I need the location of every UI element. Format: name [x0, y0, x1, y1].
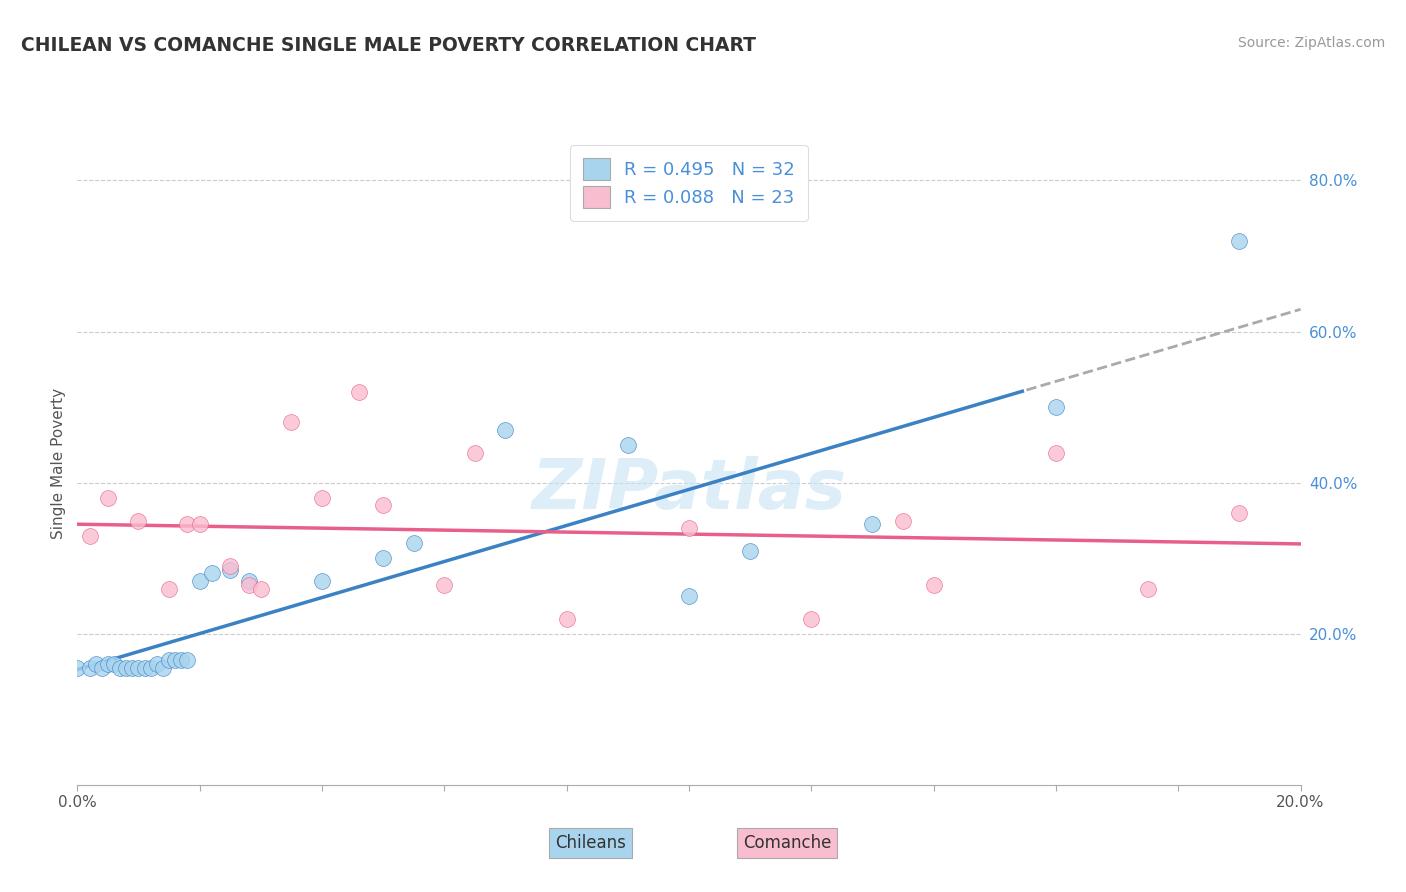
Text: ZIPatlas: ZIPatlas	[531, 456, 846, 523]
Point	[433, 578, 456, 592]
Point	[139, 661, 162, 675]
Point	[121, 661, 143, 675]
Text: Chileans: Chileans	[555, 834, 626, 852]
Point	[219, 558, 242, 573]
Text: Comanche: Comanche	[744, 834, 831, 852]
Point	[1229, 234, 1251, 248]
Point	[311, 491, 333, 505]
Point	[1045, 445, 1067, 459]
Point	[66, 661, 89, 675]
Point	[250, 582, 273, 596]
Point	[79, 661, 101, 675]
Point	[371, 499, 394, 513]
Point	[128, 661, 150, 675]
Point	[371, 551, 394, 566]
Text: CHILEAN VS COMANCHE SINGLE MALE POVERTY CORRELATION CHART: CHILEAN VS COMANCHE SINGLE MALE POVERTY …	[21, 36, 756, 54]
Point	[165, 653, 187, 667]
Point	[128, 514, 150, 528]
Point	[347, 385, 370, 400]
Point	[922, 578, 945, 592]
Point	[678, 589, 700, 603]
Point	[108, 661, 131, 675]
Point	[1229, 506, 1251, 520]
Point	[97, 657, 120, 671]
Point	[464, 445, 486, 459]
Point	[188, 517, 211, 532]
Y-axis label: Single Male Poverty: Single Male Poverty	[51, 388, 66, 540]
Point	[891, 514, 914, 528]
Point	[152, 661, 174, 675]
Point	[740, 543, 762, 558]
Point	[176, 517, 198, 532]
Point	[157, 653, 180, 667]
Point	[219, 563, 242, 577]
Point	[176, 653, 198, 667]
Point	[79, 528, 101, 542]
Point	[115, 661, 138, 675]
Point	[862, 517, 884, 532]
Text: Source: ZipAtlas.com: Source: ZipAtlas.com	[1237, 36, 1385, 50]
Point	[201, 566, 224, 581]
Point	[146, 657, 169, 671]
Point	[495, 423, 517, 437]
Point	[678, 521, 700, 535]
Point	[134, 661, 156, 675]
Point	[311, 574, 333, 588]
Point	[170, 653, 193, 667]
Point	[280, 415, 302, 429]
Point	[90, 661, 112, 675]
Point	[1045, 400, 1067, 414]
Point	[800, 612, 823, 626]
Point	[617, 438, 640, 452]
Point	[555, 612, 578, 626]
Point	[84, 657, 107, 671]
Point	[402, 536, 425, 550]
Legend: R = 0.495   N = 32, R = 0.088   N = 23: R = 0.495 N = 32, R = 0.088 N = 23	[571, 145, 807, 221]
Point	[238, 578, 260, 592]
Point	[238, 574, 260, 588]
Point	[157, 582, 180, 596]
Point	[188, 574, 211, 588]
Point	[103, 657, 125, 671]
Point	[1136, 582, 1159, 596]
Point	[97, 491, 120, 505]
